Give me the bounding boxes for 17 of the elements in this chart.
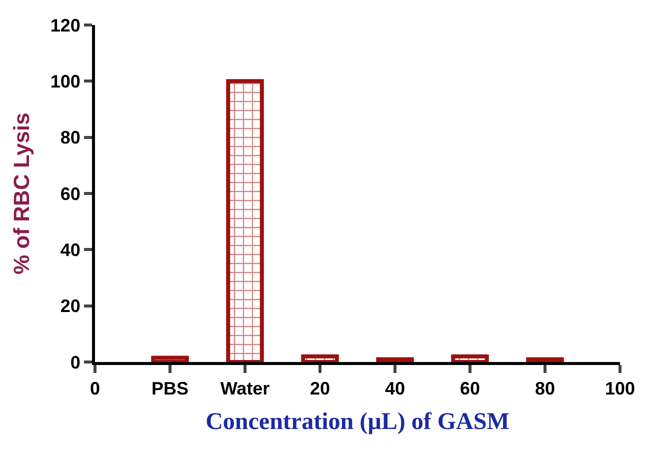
x-tick-label: 60 — [460, 378, 480, 399]
x-tick-label: 40 — [384, 378, 406, 399]
y-tick-label: 120 — [50, 15, 80, 36]
x-tick-label: 20 — [310, 378, 330, 399]
x-tick-label: Water — [220, 378, 270, 399]
x-tick-label: 100 — [604, 378, 636, 399]
x-tick-label: 0 — [90, 378, 100, 399]
y-axis-title: % of RBC Lysis — [9, 112, 34, 274]
x-axis-title: Concentration (µL) of GASM — [206, 408, 510, 435]
x-tick-label: 80 — [534, 378, 556, 399]
y-tick-label: 20 — [60, 296, 80, 316]
y-tick-label: 80 — [60, 128, 80, 148]
y-tick-label: 100 — [50, 71, 80, 92]
y-tick-label: 0 — [70, 352, 80, 372]
y-tick-label: 40 — [60, 240, 80, 260]
y-tick-label: 60 — [60, 184, 80, 204]
x-tick-label: PBS — [151, 378, 189, 399]
